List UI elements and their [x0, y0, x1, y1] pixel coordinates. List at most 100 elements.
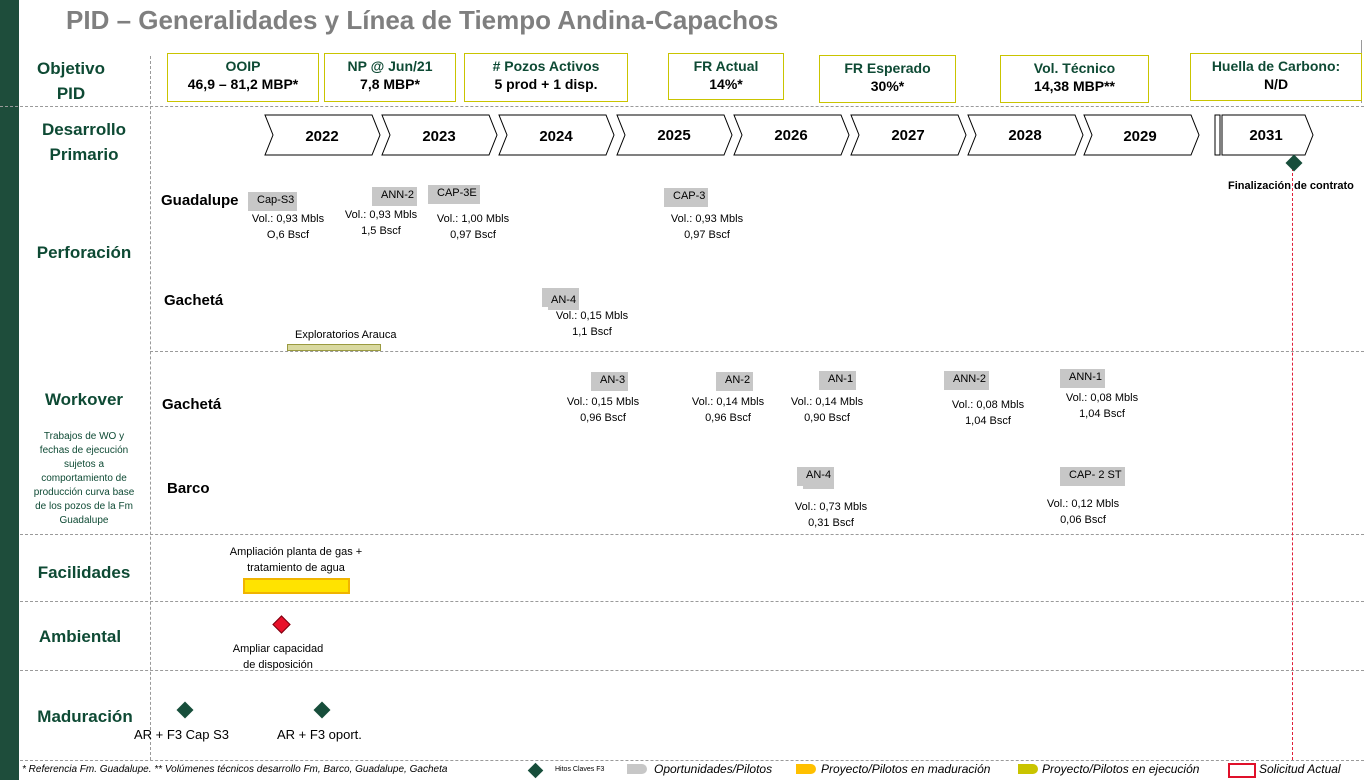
- row-label-facilidades: Facilidades: [37, 563, 131, 582]
- well-tag: AN-4: [541, 288, 580, 310]
- divider: [20, 670, 1364, 671]
- well-tag: ANN-1: [1059, 369, 1106, 388]
- year-label: 2022: [305, 128, 338, 145]
- row-label-maduracion: Maduración: [37, 707, 133, 726]
- exploratorios-bar: [287, 344, 381, 351]
- legend-maduracion-icon: [796, 764, 816, 774]
- well-volume: Vol.: 0,93 Mbls O,6 Bscf: [240, 211, 336, 243]
- divider: [150, 351, 1364, 352]
- ambiental-text: Ampliar capacidad de disposición: [232, 643, 324, 671]
- well-volume: Vol.: 0,73 Mbls 0,31 Bscf: [783, 499, 879, 531]
- exploratorios-label: Exploratorios Arauca: [295, 329, 397, 341]
- page-title: PID – Generalidades y Línea de Tiempo An…: [66, 5, 779, 35]
- well-volume: Vol.: 0,15 Mbls 1,1 Bscf: [544, 308, 640, 340]
- year-chevron: [850, 114, 967, 156]
- sub-label-gacheta: Gachetá: [162, 396, 222, 413]
- year-label: 2027: [891, 127, 924, 144]
- row-label-ambiental: Ambiental: [38, 627, 122, 646]
- kpi-value: 46,9 – 81,2 MBP*: [187, 76, 299, 92]
- milestone-diamond: [313, 701, 331, 719]
- well-volume: Vol.: 0,93 Mbls 0,97 Bscf: [659, 211, 755, 243]
- well-volume: Vol.: 0,12 Mbls 0,06 Bscf: [1035, 496, 1131, 528]
- year-label: 2023: [422, 128, 455, 145]
- year-chevron: [498, 114, 615, 156]
- footer-note: * Referencia Fm. Guadalupe. ** Volúmenes…: [22, 764, 448, 775]
- year-label: 2026: [774, 127, 807, 144]
- kpi-value: N/D: [1263, 76, 1289, 92]
- year-label: 2031: [1249, 127, 1282, 144]
- facilidades-text: Ampliación planta de gas + tratamiento d…: [229, 546, 363, 574]
- row-label-workover: Workover: [44, 390, 124, 409]
- kpi-fr-actual: FR Actual 14%*: [668, 53, 784, 100]
- kpi-label: FR Esperado: [844, 60, 931, 76]
- legend-ejecucion-label: Proyecto/Pilotos en ejecución: [1042, 762, 1200, 776]
- well-volume: Vol.: 0,14 Mbls 0,96 Bscf: [680, 394, 776, 426]
- kpi-huella-carbono: Huella de Carbono: N/D: [1190, 53, 1362, 101]
- kpi-value: 7,8 MBP*: [360, 76, 420, 92]
- divider: [20, 760, 1364, 761]
- row-label-objetivo: Objetivo PID: [36, 59, 105, 103]
- well-vol: Vol.: 0,93 Mbls: [251, 213, 325, 225]
- facilidades-bar: [243, 578, 350, 594]
- well-vol: Vol.: 0,15 Mbls: [555, 310, 629, 322]
- year-label: 2024: [539, 128, 573, 145]
- workover-note: Trabajos de WO y fechas de ejecución suj…: [33, 431, 135, 526]
- contract-end-label: Finalización de contrato: [1228, 180, 1354, 192]
- well-gas: 0,90 Bscf: [804, 412, 850, 424]
- sidebar-bar: [0, 0, 19, 780]
- divider: [20, 534, 1364, 535]
- well-gas: 0,06 Bscf: [1060, 514, 1106, 526]
- well-vol: Vol.: 0,93 Mbls: [670, 213, 744, 225]
- year-chevron: [1221, 114, 1314, 156]
- well-vol: Vol.: 0,12 Mbls: [1046, 498, 1120, 510]
- well-gas: 0,96 Bscf: [580, 412, 626, 424]
- kpi-pozos: # Pozos Activos 5 prod + 1 disp.: [464, 53, 628, 102]
- well-tag: AN-3: [590, 372, 629, 391]
- well-volume: Vol.: 0,08 Mbls 1,04 Bscf: [940, 397, 1036, 429]
- well-gas: 0,96 Bscf: [705, 412, 751, 424]
- well-gas: 1,04 Bscf: [1079, 408, 1125, 420]
- milestone-diamond: [176, 701, 194, 719]
- legend-oportunidades-icon: [627, 764, 647, 774]
- well-tag: CAP- 2 ST: [1060, 467, 1125, 486]
- kpi-vol-tecnico: Vol. Técnico 14,38 MBP**: [1000, 55, 1149, 103]
- legend-solicitud-label: Solicitud Actual: [1259, 762, 1341, 776]
- well-vol: Vol.: 0,14 Mbls: [691, 396, 765, 408]
- legend-oportunidades-label: Oportunidades/Pilotos: [654, 762, 773, 776]
- well-tag: CAP-3: [663, 188, 709, 207]
- kpi-np: NP @ Jun/21 7,8 MBP*: [324, 53, 456, 102]
- well-vol: Vol.: 0,93 Mbls: [344, 209, 418, 221]
- year-chevron: [733, 114, 850, 156]
- legend-maduracion-label: Proyecto/Pilotos en maduración: [821, 762, 991, 776]
- year-label: 2025: [657, 127, 690, 144]
- kpi-label: FR Actual: [693, 58, 759, 74]
- kpi-label: NP @ Jun/21: [347, 58, 433, 74]
- year-timeline: 2022 2023 2024 2025 2026 2027 2028 2029 …: [264, 114, 1314, 156]
- year-label: 2028: [1008, 127, 1041, 144]
- sub-label-barco: Barco: [167, 480, 210, 497]
- kpi-label: Huella de Carbono:: [1211, 58, 1341, 74]
- well-tag: ANN-2: [943, 371, 990, 390]
- year-chevron: [381, 114, 498, 156]
- well-gas: 1,04 Bscf: [965, 415, 1011, 427]
- divider: [0, 106, 1364, 107]
- kpi-label: Vol. Técnico: [1033, 60, 1116, 76]
- ambiental-diamond: [272, 615, 291, 634]
- well-tag: Cap-S3: [247, 192, 298, 211]
- row-label-perforacion: Perforación: [36, 243, 132, 262]
- kpi-label: # Pozos Activos: [492, 58, 600, 74]
- kpi-value: 5 prod + 1 disp.: [494, 76, 598, 92]
- kpi-ooip: OOIP 46,9 – 81,2 MBP*: [167, 53, 319, 102]
- well-vol: Vol.: 1,00 Mbls: [436, 213, 510, 225]
- kpi-value: 14%*: [709, 76, 743, 92]
- well-gas: 1,1 Bscf: [572, 326, 612, 338]
- kpi-fr-esperado: FR Esperado 30%*: [819, 55, 956, 103]
- contract-end-line: [1292, 168, 1293, 760]
- well-vol: Vol.: 0,15 Mbls: [566, 396, 640, 408]
- well-gas: 1,5 Bscf: [361, 225, 401, 237]
- well-gas: 0,97 Bscf: [450, 229, 496, 241]
- maduracion-m2: AR + F3 oport.: [277, 727, 362, 742]
- maduracion-m1: AR + F3 Cap S3: [134, 727, 230, 742]
- well-vol: Vol.: 0,08 Mbls: [1065, 392, 1139, 404]
- legend-solicitud-icon: [1228, 763, 1256, 778]
